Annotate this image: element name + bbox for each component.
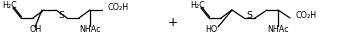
Text: CO₂H: CO₂H [108, 2, 129, 12]
Text: H₂C: H₂C [191, 1, 205, 10]
Text: H₂C: H₂C [3, 1, 18, 10]
Text: NHAc: NHAc [79, 25, 101, 35]
Text: CO₂H: CO₂H [296, 10, 317, 20]
Text: +: + [168, 15, 178, 29]
Text: S: S [58, 10, 64, 20]
Text: OH: OH [30, 25, 42, 35]
Text: S: S [246, 10, 252, 20]
Text: HO: HO [206, 25, 218, 35]
Text: NHAc: NHAc [267, 25, 289, 35]
